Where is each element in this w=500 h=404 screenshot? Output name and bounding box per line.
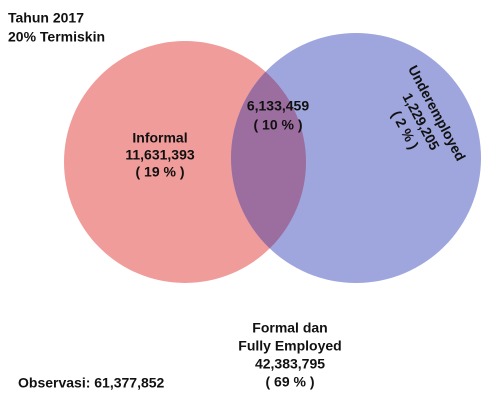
outside-label: Fully Employed — [238, 338, 341, 354]
set-count: 11,631,393 — [125, 147, 195, 163]
outside-label: Formal dan — [252, 320, 327, 336]
underemployed-circle — [231, 33, 481, 283]
set-label: Informal — [132, 130, 187, 146]
observations: Observasi: 61,377,852 — [18, 375, 165, 391]
outside-share: ( 69 % ) — [265, 374, 314, 390]
overlap-count: 6,133,459 — [247, 98, 309, 114]
overlap-share: ( 10 % ) — [253, 117, 302, 133]
title: Tahun 2017 — [8, 10, 84, 26]
subtitle: 20% Termiskin — [8, 29, 105, 45]
outside-count: 42,383,795 — [255, 356, 325, 372]
set-share: ( 19 % ) — [135, 164, 184, 180]
